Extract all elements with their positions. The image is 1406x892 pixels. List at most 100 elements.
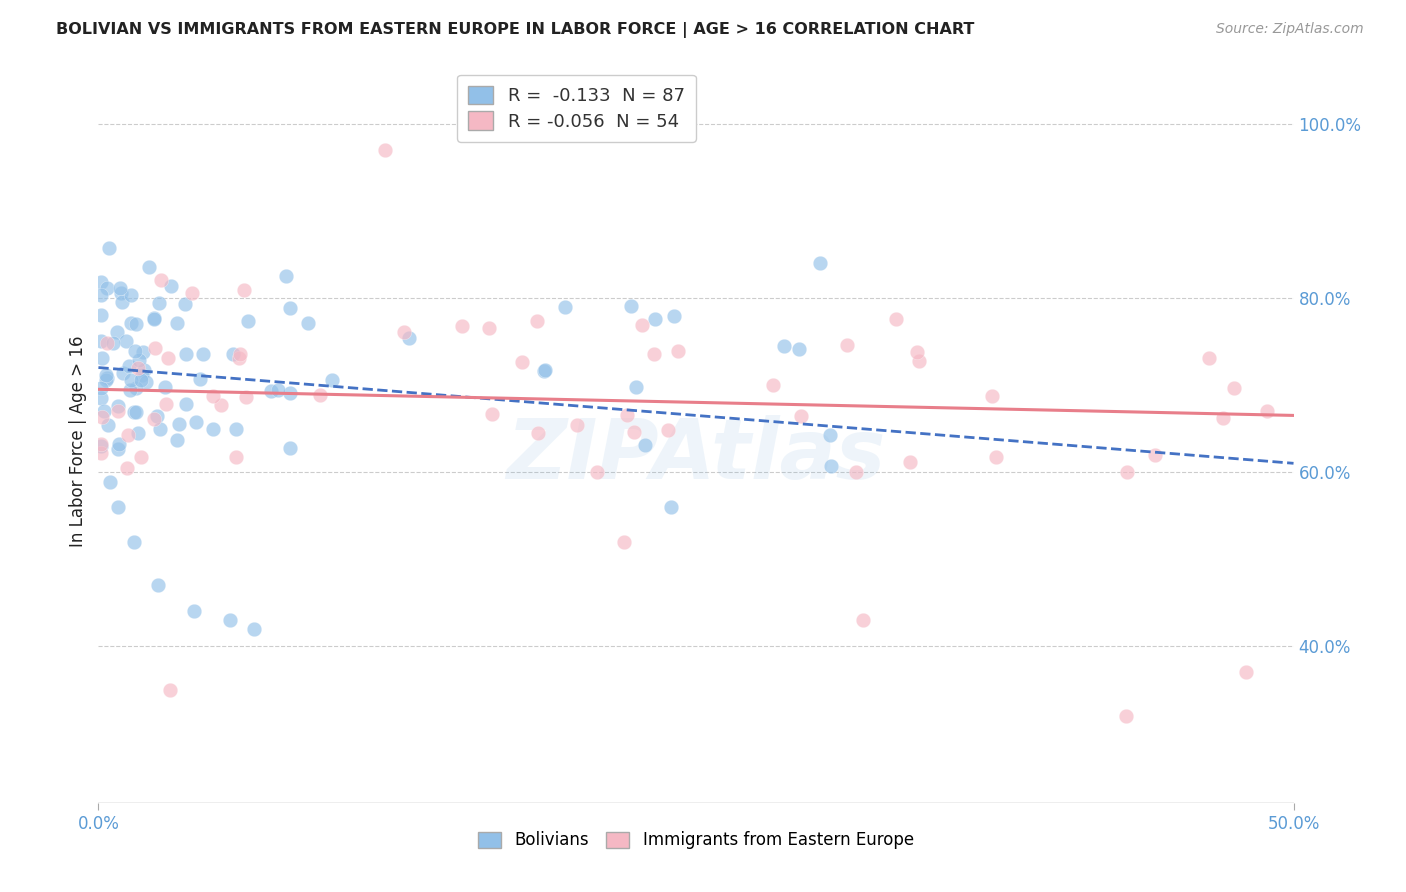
Point [225, 422, 247, 436]
Point [845, 465, 868, 479]
Point [201, 422, 224, 436]
Point [97, 242, 120, 256]
Point [276, 268, 298, 283]
Point [900, 455, 922, 469]
Point [90, 351, 112, 366]
Point [191, 347, 214, 361]
Point [90, 437, 112, 451]
Point [267, 383, 290, 397]
Point [586, 465, 609, 479]
Point [90, 334, 112, 348]
Point [111, 294, 134, 309]
Point [91, 410, 114, 425]
Point [526, 314, 548, 328]
Point [105, 326, 128, 340]
Point [157, 351, 180, 365]
Point [149, 422, 172, 436]
Point [90, 275, 112, 289]
Point [108, 437, 131, 451]
Point [613, 534, 636, 549]
Point [835, 338, 858, 352]
Point [1115, 708, 1137, 723]
Y-axis label: In Labor Force | Age > 16: In Labor Force | Age > 16 [69, 335, 87, 548]
Point [657, 423, 679, 437]
Text: BOLIVIAN VS IMMIGRANTS FROM EASTERN EUROPE IN LABOR FORCE | AGE > 16 CORRELATION: BOLIVIAN VS IMMIGRANTS FROM EASTERN EURO… [56, 22, 974, 38]
Point [278, 441, 301, 455]
Point [96, 370, 118, 384]
Point [148, 296, 170, 310]
Point [392, 325, 415, 339]
Point [159, 682, 181, 697]
Point [138, 260, 160, 274]
Point [616, 408, 638, 422]
Point [90, 381, 112, 395]
Point [1212, 411, 1234, 425]
Point [90, 288, 112, 302]
Point [1115, 465, 1137, 479]
Point [567, 418, 589, 433]
Point [1234, 665, 1257, 680]
Point [644, 311, 666, 326]
Point [533, 364, 555, 378]
Point [790, 409, 813, 423]
Point [624, 380, 647, 394]
Point [510, 355, 533, 369]
Point [107, 403, 129, 417]
Point [188, 372, 211, 386]
Point [202, 389, 225, 403]
Point [118, 359, 141, 373]
Point [451, 318, 474, 333]
Point [643, 347, 665, 361]
Point [145, 341, 167, 355]
Point [124, 534, 146, 549]
Point [374, 143, 396, 157]
Point [666, 343, 689, 358]
Point [297, 316, 319, 330]
Point [278, 386, 301, 401]
Point [143, 412, 166, 426]
Point [884, 312, 907, 326]
Point [153, 380, 176, 394]
Point [229, 347, 252, 361]
Point [132, 362, 155, 376]
Point [124, 405, 146, 419]
Point [131, 368, 153, 383]
Point [117, 428, 139, 442]
Point [481, 407, 503, 421]
Point [820, 458, 842, 473]
Point [183, 604, 205, 618]
Point [131, 345, 153, 359]
Point [659, 500, 682, 514]
Point [135, 376, 157, 390]
Point [1144, 448, 1167, 462]
Point [773, 339, 796, 353]
Point [120, 316, 142, 330]
Point [986, 450, 1008, 464]
Point [125, 317, 148, 331]
Point [852, 613, 875, 627]
Point [534, 363, 557, 377]
Point [90, 446, 112, 460]
Point [108, 281, 131, 295]
Point [321, 373, 343, 387]
Point [167, 417, 190, 431]
Point [228, 351, 250, 365]
Point [662, 310, 685, 324]
Point [143, 312, 166, 326]
Point [225, 450, 247, 464]
Point [94, 368, 117, 382]
Point [127, 360, 149, 375]
Point [120, 288, 142, 302]
Point [787, 342, 810, 356]
Point [107, 442, 129, 456]
Point [1198, 351, 1220, 365]
Point [128, 352, 150, 367]
Text: ZIPAtlas: ZIPAtlas [506, 416, 886, 497]
Point [148, 578, 170, 592]
Point [166, 433, 188, 447]
Point [146, 409, 169, 423]
Point [260, 384, 283, 398]
Point [96, 280, 118, 294]
Point [174, 347, 197, 361]
Point [235, 390, 257, 404]
